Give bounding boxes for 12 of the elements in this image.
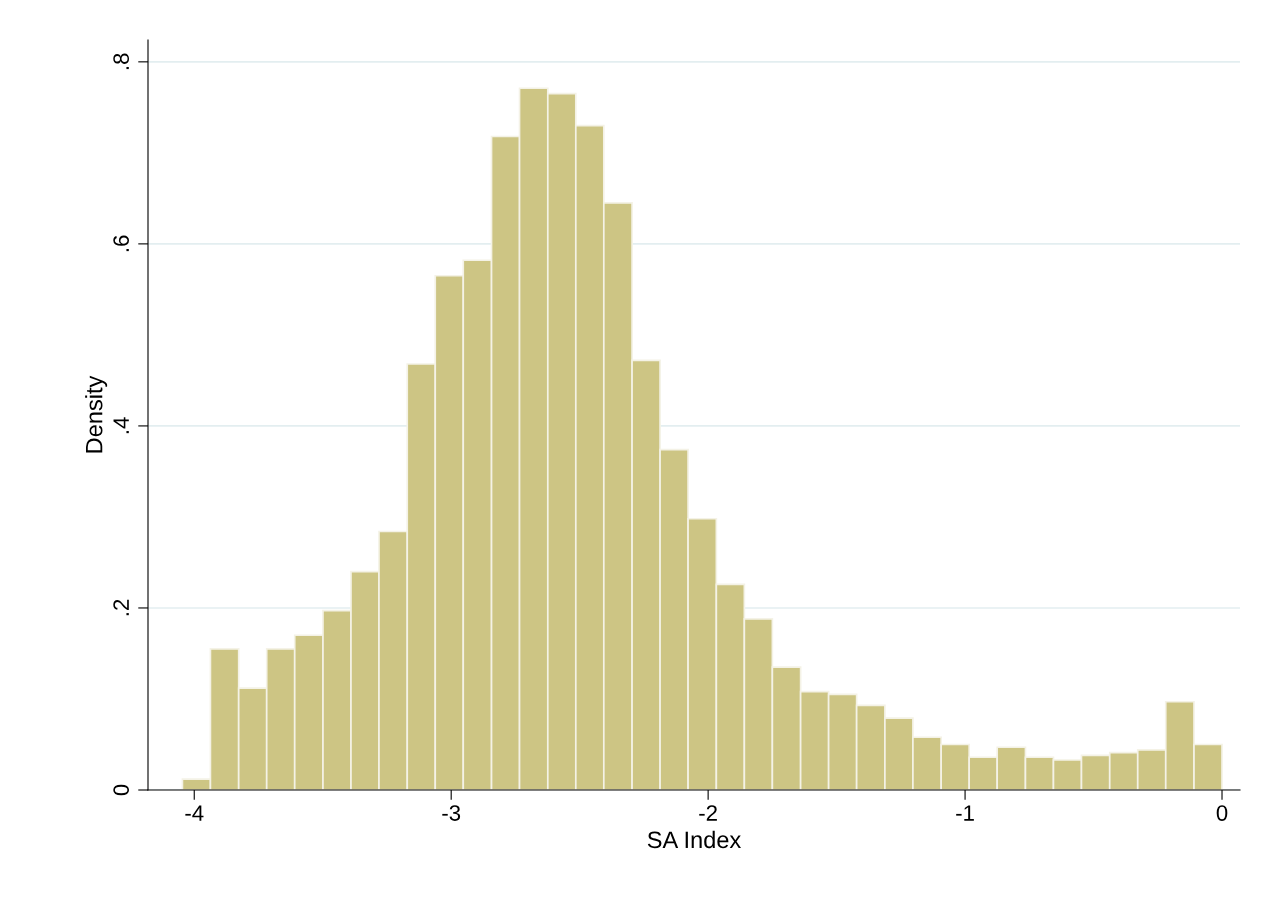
x-tick-label: -3 (442, 805, 461, 821)
x-tick-label: -4 (185, 805, 204, 821)
x-tick-label: 0 (1216, 805, 1228, 821)
y-tick-label: .4 (113, 417, 129, 434)
y-tick-label: .6 (113, 235, 130, 252)
y-tick-label: .8 (113, 53, 130, 70)
x-tick-label: -1 (956, 805, 974, 821)
x-axis-title: SA Index (647, 830, 742, 849)
y-tick-label: 0 (113, 784, 130, 796)
y-axis-title: Density (85, 375, 108, 453)
y-tick-label: .2 (113, 599, 129, 616)
x-tick-label: -2 (699, 805, 717, 821)
